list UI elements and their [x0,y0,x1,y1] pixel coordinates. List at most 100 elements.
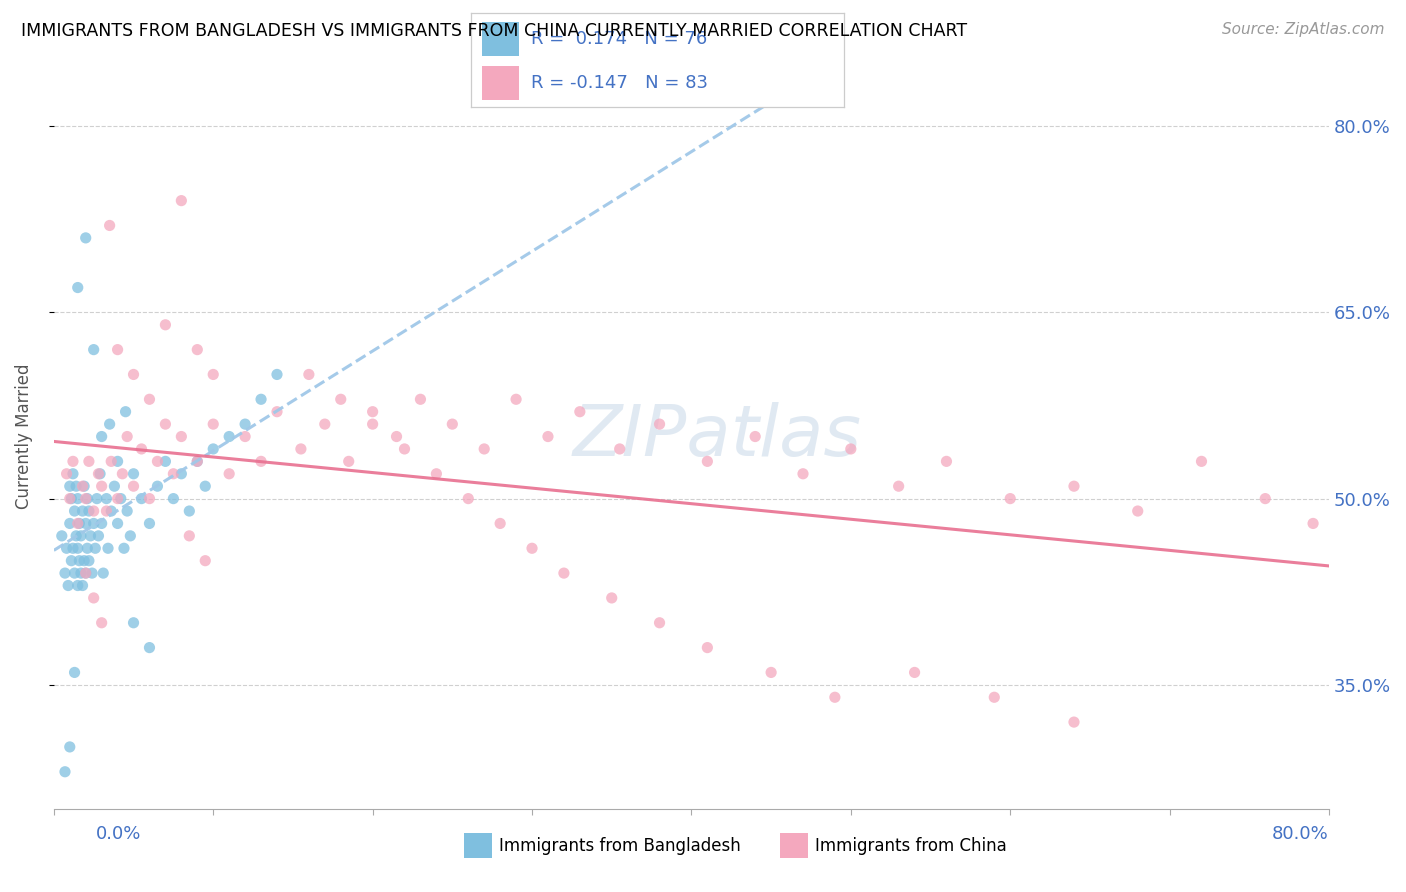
Point [62,541,84,556]
Point [65,529,87,543]
Point [60,491,83,506]
Point [83,504,105,518]
Point [79,529,101,543]
Point [155,318,177,332]
Point [179,529,201,543]
Point [138,640,160,655]
Point [505,392,527,407]
Point [53,764,76,779]
Point [77,504,100,518]
Point [122,479,145,493]
Point [696,454,718,468]
Point [218,467,240,481]
Point [72,578,94,592]
Point [314,417,336,431]
Point [903,665,925,680]
Point [170,194,193,208]
Point [62,454,84,468]
Point [73,479,96,493]
Point [66,491,89,506]
Point [266,368,288,382]
Point [425,467,447,481]
Point [409,392,432,407]
Point [250,454,273,468]
Point [107,454,129,468]
Point [568,405,591,419]
Point [70,566,93,580]
Point [115,504,138,518]
Point [59,479,82,493]
Point [202,442,225,456]
Point [162,491,184,506]
Point [131,491,153,506]
Point [202,417,225,431]
Point [600,591,623,605]
Point [155,417,177,431]
Point [1063,479,1085,493]
Point [75,231,97,245]
Point [63,566,86,580]
Point [935,454,957,468]
Point [63,504,86,518]
Point [138,392,160,407]
Point [90,429,112,443]
Point [120,529,142,543]
Point [489,516,512,531]
Point [553,566,575,580]
Point [696,640,718,655]
Point [146,454,169,468]
Text: 0.0%: 0.0% [96,825,141,843]
Point [51,529,73,543]
Point [290,442,312,456]
Point [97,541,120,556]
Point [609,442,631,456]
Point [90,516,112,531]
Point [75,516,97,531]
Point [96,504,118,518]
Point [77,554,100,568]
Point [100,504,122,518]
Point [87,529,110,543]
Point [115,429,138,443]
Point [110,491,132,506]
Point [472,442,495,456]
Point [983,690,1005,705]
Point [66,578,89,592]
Point [138,516,160,531]
Point [98,219,121,233]
Point [162,467,184,481]
Point [83,591,105,605]
Point [186,454,208,468]
Point [441,417,464,431]
Point [218,429,240,443]
Point [759,665,782,680]
Point [146,479,169,493]
Point [90,615,112,630]
Point [385,429,408,443]
Point [1000,491,1022,506]
Text: IMMIGRANTS FROM BANGLADESH VS IMMIGRANTS FROM CHINA CURRENTLY MARRIED CORRELATIO: IMMIGRANTS FROM BANGLADESH VS IMMIGRANTS… [21,22,967,40]
Point [1302,516,1324,531]
Point [77,454,100,468]
Point [122,615,145,630]
Point [73,554,96,568]
Point [361,405,384,419]
Point [186,343,208,357]
Point [186,454,208,468]
Text: ZIPatlas: ZIPatlas [572,402,862,471]
Text: Immigrants from Bangladesh: Immigrants from Bangladesh [499,837,741,855]
Point [648,417,671,431]
Point [1126,504,1149,518]
Point [233,429,256,443]
Bar [482,66,519,100]
Point [60,554,83,568]
Point [1254,491,1277,506]
Point [72,504,94,518]
Point [155,454,177,468]
Y-axis label: Currently Married: Currently Married [15,364,32,509]
Point [1063,715,1085,730]
Point [91,566,114,580]
Point [361,417,384,431]
Point [122,467,145,481]
Point [202,368,225,382]
